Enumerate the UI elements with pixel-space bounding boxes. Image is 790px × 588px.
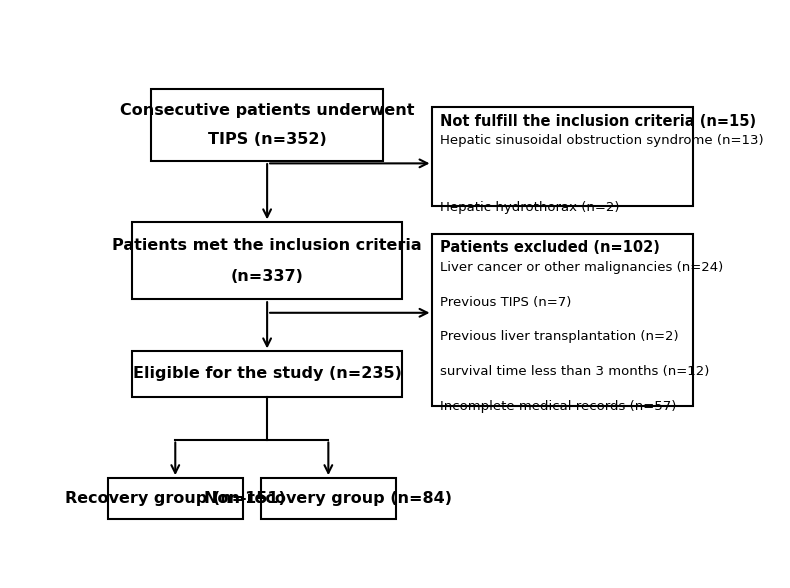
Text: Hepatic sinusoidal obstruction syndrome (n=13): Hepatic sinusoidal obstruction syndrome … — [440, 134, 763, 147]
FancyBboxPatch shape — [432, 233, 693, 406]
Text: Consecutive patients underwent: Consecutive patients underwent — [120, 103, 415, 118]
Text: Liver cancer or other malignancies (n=24): Liver cancer or other malignancies (n=24… — [440, 260, 723, 274]
Text: Incomplete medical records (n=57): Incomplete medical records (n=57) — [440, 400, 676, 413]
Text: Previous liver transplantation (n=2): Previous liver transplantation (n=2) — [440, 330, 679, 343]
Text: Hepatic hydrothorax (n=2): Hepatic hydrothorax (n=2) — [440, 201, 619, 214]
Text: Patients met the inclusion criteria: Patients met the inclusion criteria — [112, 238, 422, 253]
Text: Not fulfill the inclusion criteria (n=15): Not fulfill the inclusion criteria (n=15… — [440, 113, 756, 129]
FancyBboxPatch shape — [133, 351, 402, 396]
Text: Eligible for the study (n=235): Eligible for the study (n=235) — [133, 366, 401, 382]
Text: Previous TIPS (n=7): Previous TIPS (n=7) — [440, 296, 571, 309]
Text: (n=337): (n=337) — [231, 269, 303, 283]
Text: survival time less than 3 months (n=12): survival time less than 3 months (n=12) — [440, 365, 709, 378]
FancyBboxPatch shape — [151, 89, 383, 161]
FancyBboxPatch shape — [133, 222, 402, 299]
FancyBboxPatch shape — [261, 478, 396, 519]
FancyBboxPatch shape — [432, 107, 693, 206]
Text: Patients excluded (n=102): Patients excluded (n=102) — [440, 240, 660, 255]
FancyBboxPatch shape — [108, 478, 243, 519]
Text: TIPS (n=352): TIPS (n=352) — [208, 132, 326, 147]
Text: Non-recovery group (n=84): Non-recovery group (n=84) — [205, 491, 453, 506]
Text: Recovery group (n=151): Recovery group (n=151) — [65, 491, 286, 506]
